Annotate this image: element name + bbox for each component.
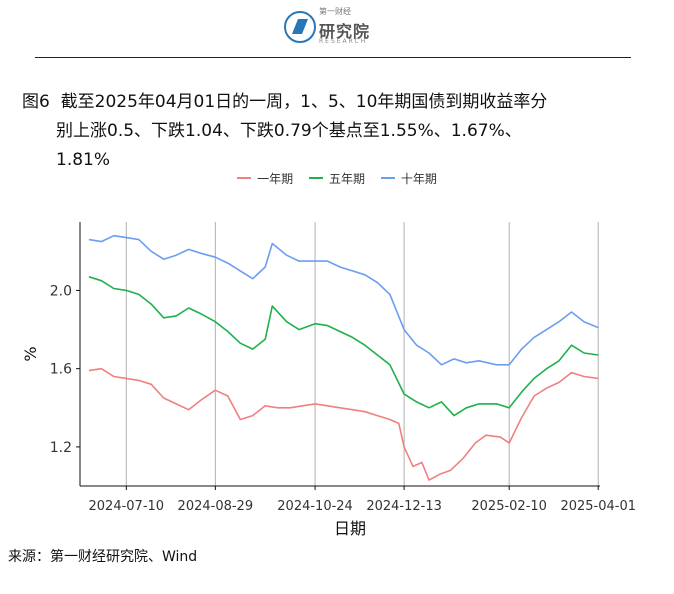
x-tick-label-2: 2024-10-24 (277, 499, 353, 514)
x-tick-label-4: 2025-02-10 (471, 499, 547, 514)
legend-item-5y: 五年期 (308, 170, 365, 187)
series-line-0 (88, 367, 599, 481)
legend-item-10y: 十年期 (380, 170, 437, 187)
y-tick-label-1: 1.6 (50, 362, 72, 378)
caption-label: 图6 (22, 92, 50, 112)
y-tick-label-0: 1.2 (50, 440, 72, 456)
figure-caption: 图6 截至2025年04月01日的一周，1、5、10年期国债到期收益率分 别上涨… (22, 88, 662, 175)
caption-line-3: 1.81% (56, 150, 111, 170)
y-tick-label-2: 2.0 (50, 283, 72, 299)
y-axis-title: % (21, 346, 40, 361)
logo-icon (284, 11, 316, 43)
legend-item-1y: 一年期 (237, 170, 293, 187)
logo-text-top: 第一财经 (319, 7, 351, 16)
legend-swatch-5y (308, 177, 323, 179)
series-line-1 (88, 276, 599, 417)
source-note: 来源：第一财经研究院、Wind (8, 549, 198, 565)
logo-text-main: 研究院 (319, 22, 371, 41)
series-line-2 (88, 234, 599, 366)
logo: 第一财经 研究院 RESEARCH (283, 4, 393, 50)
x-axis-title: 日期 (334, 519, 366, 538)
caption-line-1: 截至2025年04月01日的一周，1、5、10年期国债到期收益率分 (60, 92, 548, 112)
x-tick-label-0: 2024-07-10 (89, 499, 165, 514)
legend-swatch-1y (237, 177, 252, 179)
x-tick-label-3: 2024-12-13 (366, 499, 442, 514)
chart-legend: 一年期 五年期 十年期 (0, 168, 674, 187)
header-rule (35, 57, 631, 58)
legend-label-1y: 一年期 (257, 171, 294, 186)
legend-label-10y: 十年期 (400, 171, 437, 186)
x-tick-label-1: 2024-08-29 (178, 499, 254, 514)
caption-line-2: 别上涨0.5、下跌1.04、下跌0.79个基点至1.55%、1.67%、 (56, 121, 522, 141)
legend-swatch-10y (380, 177, 395, 179)
legend-label-5y: 五年期 (328, 171, 365, 186)
x-tick-label-5: 2025-04-01 (560, 499, 636, 514)
logo-text-sub: RESEARCH (319, 38, 368, 45)
